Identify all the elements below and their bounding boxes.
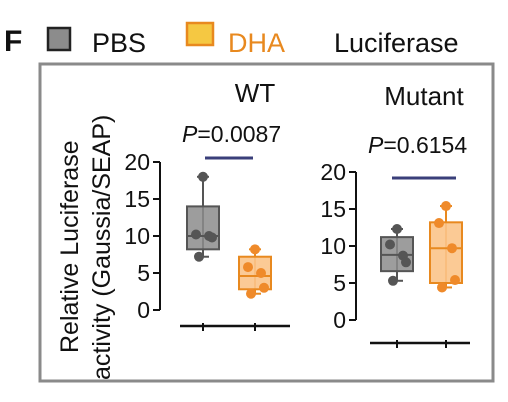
p-value-number: =0.6154	[383, 132, 467, 158]
box-pbs	[186, 205, 220, 251]
panel-frame	[38, 62, 495, 383]
y-tick-label: 0	[333, 307, 346, 333]
data-point-dha	[246, 288, 256, 299]
panel-title: WT	[235, 78, 276, 108]
y-axis-label-line2: activity (Gaussia/SEAP)	[88, 115, 116, 380]
legend-label-pbs: PBS	[92, 28, 146, 58]
p-value-label: P=0.0087	[182, 121, 281, 147]
y-tick-label: 5	[137, 260, 150, 286]
data-point-pbs	[392, 223, 402, 234]
y-tick-label: 10	[320, 233, 346, 259]
p-value-symbol: P	[182, 121, 198, 147]
data-point-pbs	[385, 239, 395, 250]
y-axis-label-line1: Relative Luciferase	[56, 140, 84, 353]
data-point-pbs	[401, 257, 411, 268]
data-point-dha	[441, 201, 451, 212]
y-tick-label: 5	[333, 270, 346, 296]
chart-wt: WT P=0.0087 0 5 10 15 20	[124, 78, 290, 331]
data-point-dha	[447, 243, 457, 254]
box-dha	[429, 221, 463, 285]
y-tick-label: 15	[320, 196, 346, 222]
y-tick-label: 15	[124, 186, 150, 212]
legend-label-dha: DHA	[228, 28, 285, 58]
data-point-pbs	[388, 275, 398, 286]
data-point-pbs	[207, 232, 217, 243]
legend-swatch-pbs	[46, 26, 72, 52]
data-point-dha	[434, 218, 444, 229]
y-tick-label: 20	[320, 159, 346, 185]
p-value-label: P=0.6154	[368, 132, 467, 158]
panel-letter: F	[4, 25, 22, 58]
data-point-pbs	[198, 171, 208, 182]
y-tick-label: 0	[137, 297, 150, 323]
data-point-pbs	[191, 229, 201, 240]
data-point-pbs	[194, 251, 204, 262]
legend-swatch-dha	[185, 21, 215, 47]
data-point-dha	[259, 282, 269, 293]
panel-title: Mutant	[384, 81, 464, 111]
legend-title: Luciferase	[334, 28, 459, 58]
data-point-dha	[243, 262, 253, 273]
data-point-dha	[450, 275, 460, 286]
p-value-number: =0.0087	[197, 121, 281, 147]
y-tick-label: 10	[124, 223, 150, 249]
y-tick-label: 20	[124, 149, 150, 175]
p-value-symbol: P	[368, 132, 384, 158]
data-point-dha	[250, 244, 260, 255]
data-point-dha	[437, 282, 447, 293]
data-point-dha	[256, 268, 266, 278]
